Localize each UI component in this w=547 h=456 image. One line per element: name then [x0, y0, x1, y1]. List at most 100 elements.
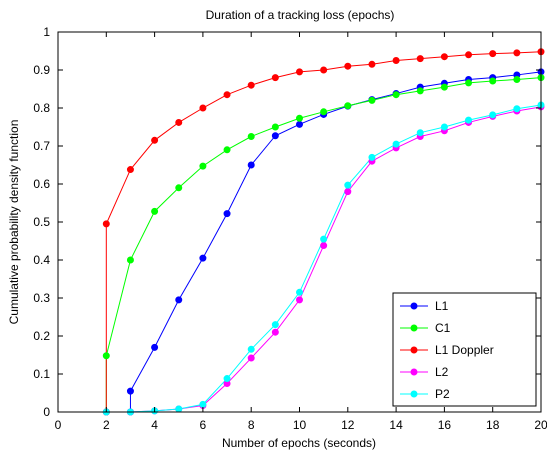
x-tick-label: 14	[389, 418, 403, 432]
data-point	[368, 60, 376, 68]
data-point	[199, 254, 207, 262]
data-point	[223, 146, 231, 154]
legend-marker	[410, 324, 418, 332]
legend-marker	[410, 346, 418, 354]
data-point	[513, 105, 521, 113]
legend-marker	[410, 368, 418, 376]
data-point	[416, 55, 424, 63]
data-point	[151, 343, 159, 351]
x-tick-label: 8	[248, 418, 255, 432]
data-point	[296, 120, 303, 128]
data-point	[199, 162, 207, 170]
data-point	[199, 400, 207, 408]
data-point	[344, 188, 352, 196]
data-point	[296, 114, 303, 122]
data-point	[368, 153, 376, 161]
data-point	[102, 220, 110, 228]
x-tick-label: 12	[341, 418, 355, 432]
x-axis-title: Number of epochs (seconds)	[222, 436, 376, 450]
y-tick-label: 0.8	[33, 101, 50, 115]
y-tick-label: 0.6	[33, 177, 50, 191]
data-point	[151, 207, 159, 215]
data-point	[271, 123, 279, 131]
y-tick-label: 0.1	[33, 367, 50, 381]
series-line	[105, 77, 542, 412]
legend-marker	[410, 390, 418, 398]
data-point	[465, 116, 473, 124]
data-point	[368, 96, 376, 104]
data-point	[416, 129, 424, 137]
data-point	[247, 133, 255, 140]
data-point	[175, 405, 183, 413]
y-tick-label: 0.2	[33, 329, 50, 343]
data-point	[416, 87, 424, 95]
data-point	[175, 118, 183, 126]
x-tick-label: 16	[438, 418, 452, 432]
y-axis-title: Cumulative probability density function	[7, 120, 21, 325]
y-tick-label: 0.9	[33, 63, 50, 77]
series-line	[105, 51, 542, 412]
data-point	[440, 123, 448, 131]
data-point	[296, 68, 303, 76]
data-point	[320, 235, 328, 243]
data-point	[320, 242, 328, 250]
data-point	[247, 345, 255, 353]
data-point	[296, 296, 303, 304]
y-tick-label: 0.3	[33, 291, 50, 305]
data-point	[392, 140, 400, 148]
data-point	[247, 81, 255, 89]
x-tick-label: 18	[486, 418, 500, 432]
data-point	[513, 49, 521, 57]
data-point	[223, 91, 231, 99]
data-point	[344, 102, 352, 110]
x-tick-label: 0	[55, 418, 62, 432]
x-tick-label: 10	[293, 418, 307, 432]
data-point	[247, 161, 255, 169]
data-point	[489, 111, 497, 119]
axis-ticks: 0 2 4 6 8 10 12 14 16 18 20 0 0.1 0.2 0.3 0.4 0.5 0.6 0.7 0…	[33, 25, 547, 432]
data-point	[223, 375, 231, 383]
data-point	[320, 66, 328, 74]
data-point	[271, 132, 279, 140]
data-point	[440, 53, 448, 61]
x-tick-label: 2	[103, 418, 110, 432]
data-point	[271, 74, 279, 82]
legend-label: P2	[435, 387, 450, 401]
data-point	[320, 108, 328, 116]
data-point	[296, 288, 303, 296]
data-point	[126, 166, 134, 174]
data-point	[392, 91, 400, 99]
legend-marker	[410, 302, 418, 310]
y-tick-label: 0.7	[33, 139, 50, 153]
data-point	[465, 79, 473, 87]
legend-label: L1 Doppler	[435, 343, 494, 357]
data-point	[247, 354, 255, 362]
y-tick-label: 0	[43, 405, 50, 419]
x-tick-label: 6	[200, 418, 207, 432]
data-point	[465, 51, 473, 59]
legend-label: L1	[435, 299, 449, 313]
data-point	[513, 76, 521, 83]
data-point	[151, 136, 159, 144]
data-point	[489, 50, 497, 58]
legend-label: C1	[435, 321, 451, 335]
data-point	[392, 57, 400, 64]
y-tick-label: 1	[43, 25, 50, 39]
data-point	[223, 210, 231, 218]
data-point	[271, 321, 279, 329]
data-point	[489, 77, 497, 85]
data-point	[126, 256, 134, 264]
data-point	[344, 62, 352, 70]
y-tick-label: 0.5	[33, 215, 50, 229]
x-tick-label: 20	[534, 418, 547, 432]
legend: L1 C1 L1 Doppler L2 P2	[392, 292, 537, 407]
data-point	[271, 328, 279, 336]
series-line	[106, 71, 542, 413]
data-point	[175, 184, 183, 192]
y-tick-label: 0.4	[33, 253, 50, 267]
data-point	[199, 104, 207, 112]
data-point	[126, 387, 134, 395]
legend-label: L2	[435, 365, 449, 379]
data-point	[344, 181, 352, 189]
